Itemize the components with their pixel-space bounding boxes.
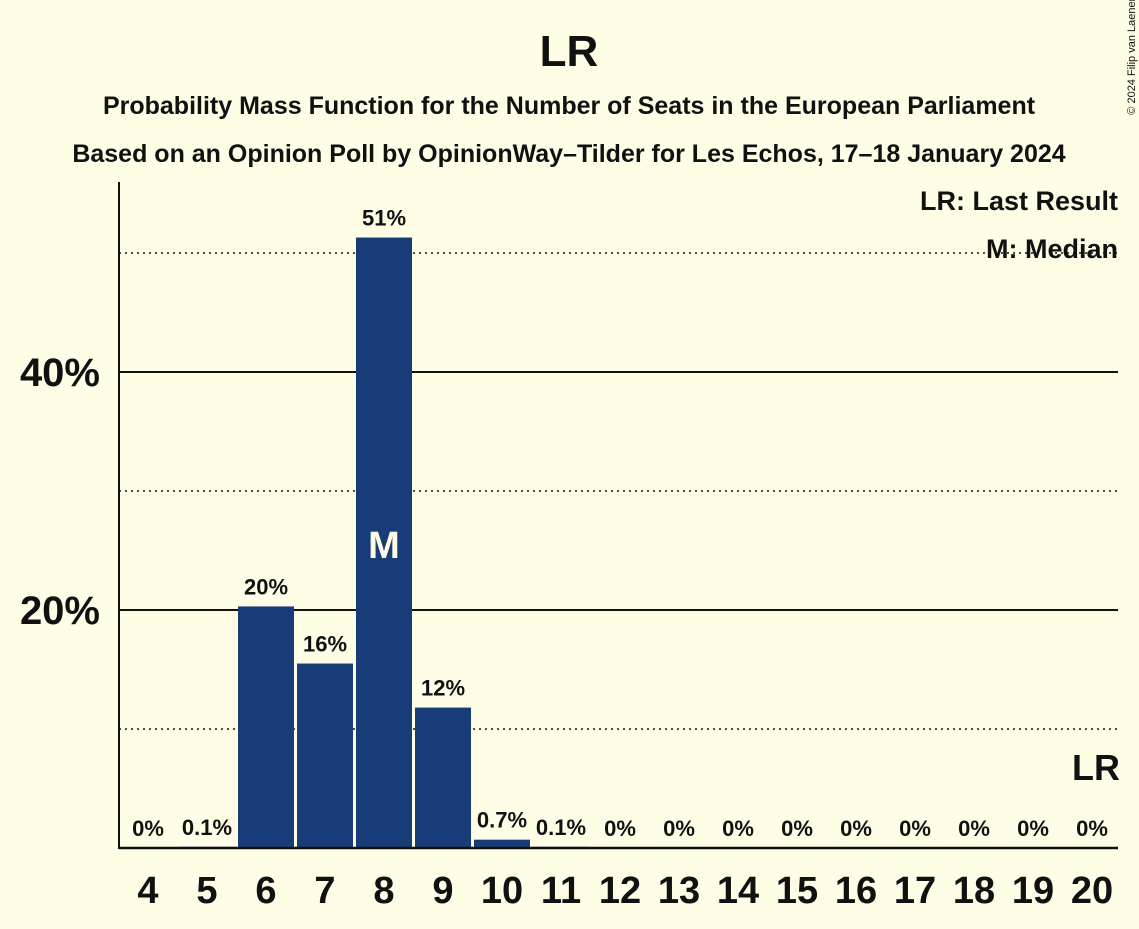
x-tick-label-11: 11 (541, 870, 581, 912)
x-tick-label-13: 13 (658, 870, 700, 912)
bar-value-label-20: 0% (1076, 816, 1108, 841)
x-tick-label-15: 15 (776, 870, 818, 912)
x-tick-label-5: 5 (196, 870, 217, 912)
bar-6 (238, 606, 294, 848)
legend-median: M: Median (986, 234, 1118, 264)
bar-value-label-13: 0% (663, 816, 695, 841)
bars (179, 237, 589, 848)
x-tick-label-7: 7 (314, 870, 335, 912)
x-tick-label-4: 4 (137, 870, 158, 912)
bar-value-label-18: 0% (958, 816, 990, 841)
bar-8 (356, 237, 412, 848)
x-tick-label-20: 20 (1071, 870, 1113, 912)
bar-value-label-11: 0.1% (536, 815, 586, 840)
bar-value-label-5: 0.1% (182, 815, 232, 840)
bar-value-label-14: 0% (722, 816, 754, 841)
axes: 20% 40% 4 5 6 7 8 9 10 11 12 13 14 15 16 17 18 19 20 (20, 182, 1118, 912)
bar-value-label-12: 0% (604, 816, 636, 841)
x-tick-label-10: 10 (481, 870, 523, 912)
last-result-marker: LR (1072, 747, 1120, 788)
bar-value-labels: 0% 0.1% 20% 16% 51% M 12% 0.7% 0.1% 0% 0% 0% 0% 0% 0% 0… (132, 206, 1120, 841)
x-tick-label-19: 19 (1012, 870, 1054, 912)
median-marker: M (368, 525, 400, 567)
y-tick-label: 40% (20, 351, 100, 395)
x-tick-label-18: 18 (953, 870, 995, 912)
x-tick-label-12: 12 (599, 870, 641, 912)
bar-value-label-9: 12% (421, 676, 465, 701)
bar-9 (415, 707, 471, 848)
x-tick-label-8: 8 (373, 870, 394, 912)
y-tick-label: 20% (20, 589, 100, 633)
bar-value-label-4: 0% (132, 816, 164, 841)
bar-7 (297, 663, 353, 848)
chart-subtitle-2: Based on an Opinion Poll by OpinionWay–T… (72, 140, 1065, 168)
x-tick-label-6: 6 (255, 870, 276, 912)
bar-value-label-17: 0% (899, 816, 931, 841)
copyright-notice: © 2024 Filip van Laenen (1126, 0, 1138, 115)
bar-value-label-7: 16% (303, 632, 347, 657)
bar-value-label-19: 0% (1017, 816, 1049, 841)
chart-title: LR (540, 27, 599, 76)
bar-value-label-15: 0% (781, 816, 813, 841)
bar-value-label-8: 51% (362, 206, 406, 231)
bar-10 (474, 839, 530, 848)
bar-value-label-6: 20% (244, 574, 288, 599)
x-tick-label-9: 9 (432, 870, 453, 912)
x-tick-label-16: 16 (835, 870, 877, 912)
chart-subtitle-1: Probability Mass Function for the Number… (103, 92, 1036, 120)
legend-last-result: LR: Last Result (920, 186, 1118, 216)
bar-value-label-10: 0.7% (477, 808, 527, 833)
x-tick-label-14: 14 (717, 870, 759, 912)
bar-value-label-16: 0% (840, 816, 872, 841)
x-tick-label-17: 17 (894, 870, 936, 912)
